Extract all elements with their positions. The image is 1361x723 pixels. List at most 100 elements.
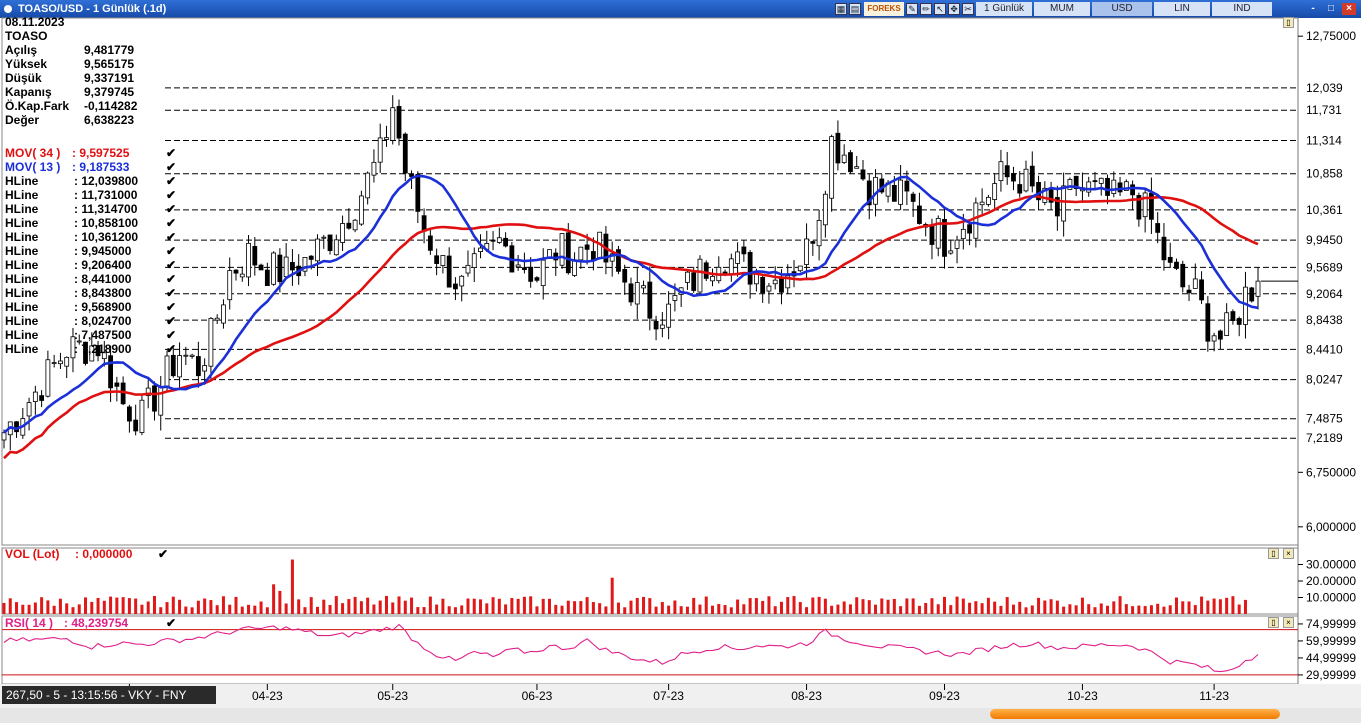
candle-body — [283, 256, 289, 278]
pen-icon[interactable]: ✏ — [920, 3, 932, 15]
indicator-label: HLine — [5, 342, 39, 356]
candle-body — [616, 249, 621, 272]
hline-label: 11,314 — [1306, 134, 1342, 148]
volume-bar — [1080, 597, 1084, 614]
vol-tick-label: 20.00000 — [1306, 574, 1356, 588]
rsi-close-button[interactable]: × — [1283, 617, 1294, 628]
volume-bar — [610, 577, 614, 614]
panel-settings-button[interactable]: ▯ — [1283, 17, 1294, 28]
volume-bar — [949, 605, 953, 614]
minimize-button[interactable]: - — [1311, 3, 1315, 14]
volume-bar — [228, 604, 232, 614]
volume-close-button[interactable]: × — [1283, 548, 1294, 559]
indicator-value: : 7,487500 — [74, 328, 132, 342]
volume-bar — [692, 597, 696, 614]
candle-body — [503, 237, 509, 247]
check-icon: ✔ — [166, 286, 176, 300]
candle-body — [76, 340, 82, 343]
hline-label: 8,8438 — [1306, 313, 1343, 327]
pointer-icon[interactable]: ↖ — [934, 3, 946, 15]
hline-label-bg — [1300, 165, 1358, 182]
volume-settings-button[interactable]: ▯ — [1268, 548, 1279, 559]
volume-bar — [1187, 601, 1191, 614]
scale-button[interactable]: LIN — [1154, 2, 1210, 16]
window-title: TOASO/USD - 1 Günlük (.1d) — [18, 3, 167, 15]
candle-body — [340, 223, 345, 243]
pen-icon[interactable]: ✎ — [906, 3, 918, 15]
candle-body — [365, 172, 371, 199]
candle-body — [1130, 184, 1135, 196]
x-tick-label: 05-23 — [377, 689, 408, 703]
volume-bar — [259, 601, 263, 614]
maximize-button[interactable]: □ — [1327, 3, 1335, 14]
indicator-label: HLine — [5, 300, 39, 314]
rsi-settings-button[interactable]: ▯ — [1268, 617, 1279, 628]
candle-body — [189, 354, 195, 357]
indicator-label: HLine — [5, 286, 39, 300]
volume-bar — [1011, 604, 1015, 614]
indicator-label: HLine — [5, 314, 39, 328]
candle-body — [609, 253, 615, 262]
volume-bar — [52, 605, 56, 614]
scrollbar-thumb[interactable] — [990, 709, 1280, 719]
ohlc-label: Değer — [5, 113, 39, 127]
hline-label-bg — [1300, 312, 1358, 329]
hline-label: 7,4875 — [1306, 412, 1343, 426]
ohlc-date: 08.11.2023 — [5, 15, 65, 29]
candle-body — [622, 269, 628, 283]
volume-bar — [1162, 606, 1166, 614]
timeframe-button[interactable]: 1 Günlük — [976, 2, 1032, 16]
volume-bar — [297, 599, 301, 614]
candle-body — [358, 195, 364, 225]
check-icon: ✔ — [166, 230, 176, 244]
candle-body — [1092, 180, 1098, 183]
move-icon[interactable]: ✥ — [948, 3, 960, 15]
candle-body — [1073, 175, 1079, 189]
candle-body — [697, 258, 703, 293]
candle-body — [64, 356, 70, 367]
candle-body — [1029, 165, 1035, 187]
indicator-value: : 9,187533 — [72, 160, 130, 174]
candle-body — [195, 356, 201, 377]
window-icon — [4, 5, 12, 13]
volume-bar — [1087, 604, 1091, 614]
candle-body — [854, 166, 860, 169]
indicator-legend: MOV( 34 ): 9,597525 ✔ MOV( 13 ): 9,187533 ✔… — [5, 146, 176, 630]
y-tick-label: 12,75000 — [1306, 29, 1356, 43]
candle-body — [346, 222, 352, 229]
foreks-button[interactable]: FOREKS — [864, 2, 904, 16]
candle-body — [1192, 278, 1198, 289]
volume-bar — [805, 607, 809, 614]
indicators-button[interactable]: IND — [1212, 2, 1272, 16]
candle-body — [471, 253, 477, 268]
volume-bar — [673, 600, 677, 614]
vol-tick-label: 30.00000 — [1306, 558, 1356, 572]
calendar-icon[interactable]: ▦ — [835, 3, 847, 15]
chart-icon[interactable]: ▤ — [849, 3, 861, 15]
hline-label: 9,5689 — [1306, 260, 1343, 274]
candle-body — [315, 238, 320, 262]
candle-type-button[interactable]: MUM — [1034, 2, 1090, 16]
volume-bar — [936, 604, 940, 614]
ohlc-value: 9,337191 — [84, 71, 134, 85]
ohlc-rows: Açılış 9,481779 Yüksek 9,565175 Düşük 9,33719… — [5, 43, 138, 127]
close-button[interactable]: × — [1342, 3, 1356, 15]
volume-bar — [146, 601, 150, 614]
rsi-panel-frame — [1, 615, 1299, 685]
candle-body — [1004, 165, 1010, 178]
scissors-icon[interactable]: ✂ — [962, 3, 974, 15]
check-icon: ✔ — [158, 547, 168, 561]
indicator-label: HLine — [5, 174, 39, 188]
volume-bar — [341, 603, 345, 614]
currency-button[interactable]: USD — [1092, 2, 1152, 16]
x-tick-label: 08-23 — [791, 689, 822, 703]
volume-bar — [1143, 606, 1147, 614]
candle-body — [572, 259, 577, 276]
candle-body — [691, 272, 697, 291]
volume-bar — [109, 596, 113, 614]
volume-bar — [303, 607, 307, 614]
indicator-label: HLine — [5, 244, 39, 258]
candle-body — [522, 267, 527, 271]
volume-bar — [547, 598, 551, 614]
